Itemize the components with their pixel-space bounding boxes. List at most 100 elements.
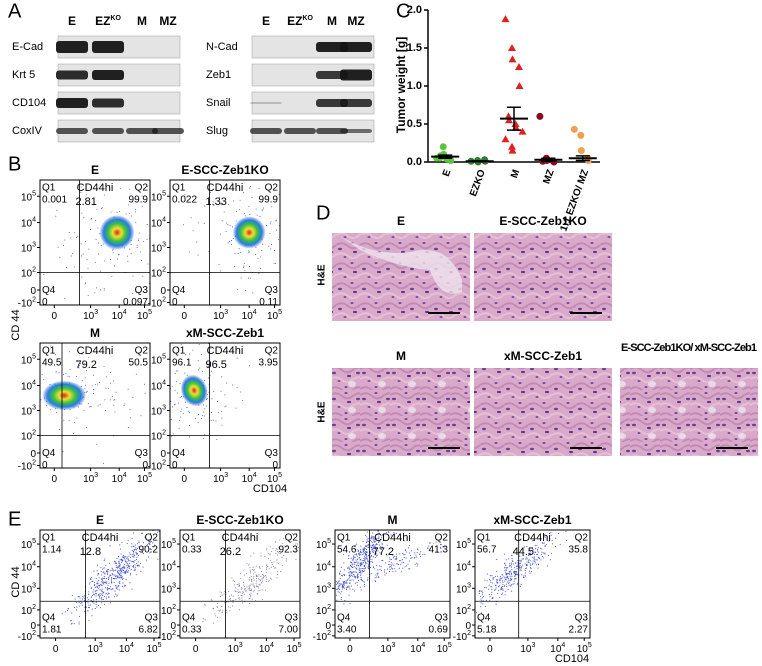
event-dot bbox=[101, 598, 103, 601]
event-dot bbox=[129, 559, 131, 561]
event-dot bbox=[134, 568, 136, 570]
event-dot bbox=[365, 567, 367, 569]
event-dot bbox=[248, 598, 250, 600]
event-dot bbox=[86, 194, 88, 196]
event-dot bbox=[88, 593, 90, 596]
event-dot bbox=[184, 194, 186, 196]
event-dot bbox=[372, 548, 374, 550]
event-dot bbox=[249, 277, 251, 279]
event-dot bbox=[69, 369, 71, 371]
event-dot bbox=[555, 537, 557, 539]
event-dot bbox=[506, 585, 508, 588]
event-dot bbox=[220, 346, 222, 348]
event-dot bbox=[97, 405, 99, 407]
event-dot bbox=[366, 562, 368, 564]
event-dot bbox=[367, 565, 369, 567]
event-dot bbox=[394, 509, 395, 510]
event-dot bbox=[366, 555, 368, 558]
x-tick-label-sup: 3 bbox=[239, 642, 243, 649]
quadrant-name: Q2 bbox=[135, 183, 149, 194]
event-dot bbox=[544, 545, 546, 548]
event-dot bbox=[142, 566, 144, 568]
event-dot bbox=[349, 574, 351, 577]
event-dot bbox=[519, 585, 521, 587]
event-dot bbox=[151, 546, 154, 548]
y-tick-label-base: 10 bbox=[151, 406, 163, 417]
event-dot bbox=[192, 230, 194, 232]
event-dot bbox=[378, 524, 379, 525]
event-dot bbox=[238, 209, 240, 211]
event-dot bbox=[375, 576, 378, 578]
x-tick-label: 0 bbox=[52, 311, 58, 322]
event-dot bbox=[88, 248, 90, 250]
event-dot bbox=[505, 578, 507, 580]
event-dot bbox=[536, 544, 538, 546]
event-dot bbox=[142, 532, 144, 534]
event-dot bbox=[414, 563, 416, 565]
event-dot bbox=[364, 562, 367, 564]
event-dot bbox=[276, 550, 278, 552]
quadrant-name: Q3 bbox=[575, 613, 589, 624]
event-dot bbox=[337, 580, 339, 582]
event-dot bbox=[505, 572, 507, 575]
event-dot bbox=[532, 562, 534, 564]
x-tick-label-base: 10 bbox=[83, 311, 95, 322]
x-tick-label-base: 10 bbox=[410, 644, 422, 655]
event-dot bbox=[365, 558, 367, 560]
event-dot bbox=[359, 568, 361, 570]
event-dot bbox=[127, 571, 129, 573]
event-dot bbox=[511, 578, 513, 580]
event-dot bbox=[96, 570, 98, 572]
event-dot bbox=[119, 564, 121, 566]
event-dot bbox=[227, 242, 229, 244]
event-dot bbox=[273, 567, 275, 569]
event-dot bbox=[277, 573, 279, 575]
event-dot bbox=[78, 615, 80, 617]
event-dot bbox=[376, 554, 378, 556]
event-dot bbox=[365, 563, 367, 565]
event-dot bbox=[416, 552, 418, 554]
event-dot bbox=[566, 539, 568, 542]
y-tick-label: 104 bbox=[21, 216, 36, 229]
event-dot bbox=[84, 363, 86, 365]
event-dot bbox=[244, 587, 246, 589]
event-dot bbox=[261, 250, 263, 252]
gate-name: CD44hi bbox=[207, 345, 244, 357]
event-dot bbox=[504, 571, 506, 573]
event-dot bbox=[516, 584, 518, 586]
event-dot bbox=[80, 255, 82, 257]
event-dot bbox=[249, 572, 251, 574]
event-dot bbox=[381, 520, 382, 521]
event-dot bbox=[101, 582, 103, 584]
lane-label: MZ bbox=[159, 14, 176, 28]
event-dot bbox=[396, 557, 398, 559]
event-dot bbox=[115, 565, 117, 567]
event-dot bbox=[204, 619, 206, 621]
panel-label: B bbox=[8, 153, 21, 175]
blot-strip bbox=[251, 35, 375, 59]
event-dot bbox=[350, 561, 352, 563]
event-dot bbox=[119, 544, 121, 546]
y-tick-label-base: -10 bbox=[18, 631, 33, 642]
event-dot bbox=[103, 289, 105, 291]
event-dot bbox=[392, 571, 394, 573]
y-tick-label: 102 bbox=[151, 266, 166, 279]
event-dot bbox=[249, 571, 251, 573]
event-dot bbox=[157, 280, 158, 281]
event-dot bbox=[122, 567, 124, 569]
event-dot bbox=[336, 599, 338, 601]
event-dot bbox=[95, 238, 97, 240]
y-tick-label-sup: 3 bbox=[162, 241, 166, 248]
event-dot bbox=[348, 555, 350, 557]
events bbox=[56, 530, 160, 632]
event-dot bbox=[535, 559, 537, 561]
event-dot bbox=[91, 218, 93, 220]
event-dot bbox=[522, 576, 525, 578]
y-tick-label: -102 bbox=[453, 630, 471, 643]
event-dot bbox=[241, 593, 243, 595]
event-dot bbox=[285, 250, 286, 251]
y-tick-label-base: 10 bbox=[21, 540, 33, 551]
event-dot bbox=[184, 401, 186, 403]
event-dot bbox=[81, 601, 83, 604]
